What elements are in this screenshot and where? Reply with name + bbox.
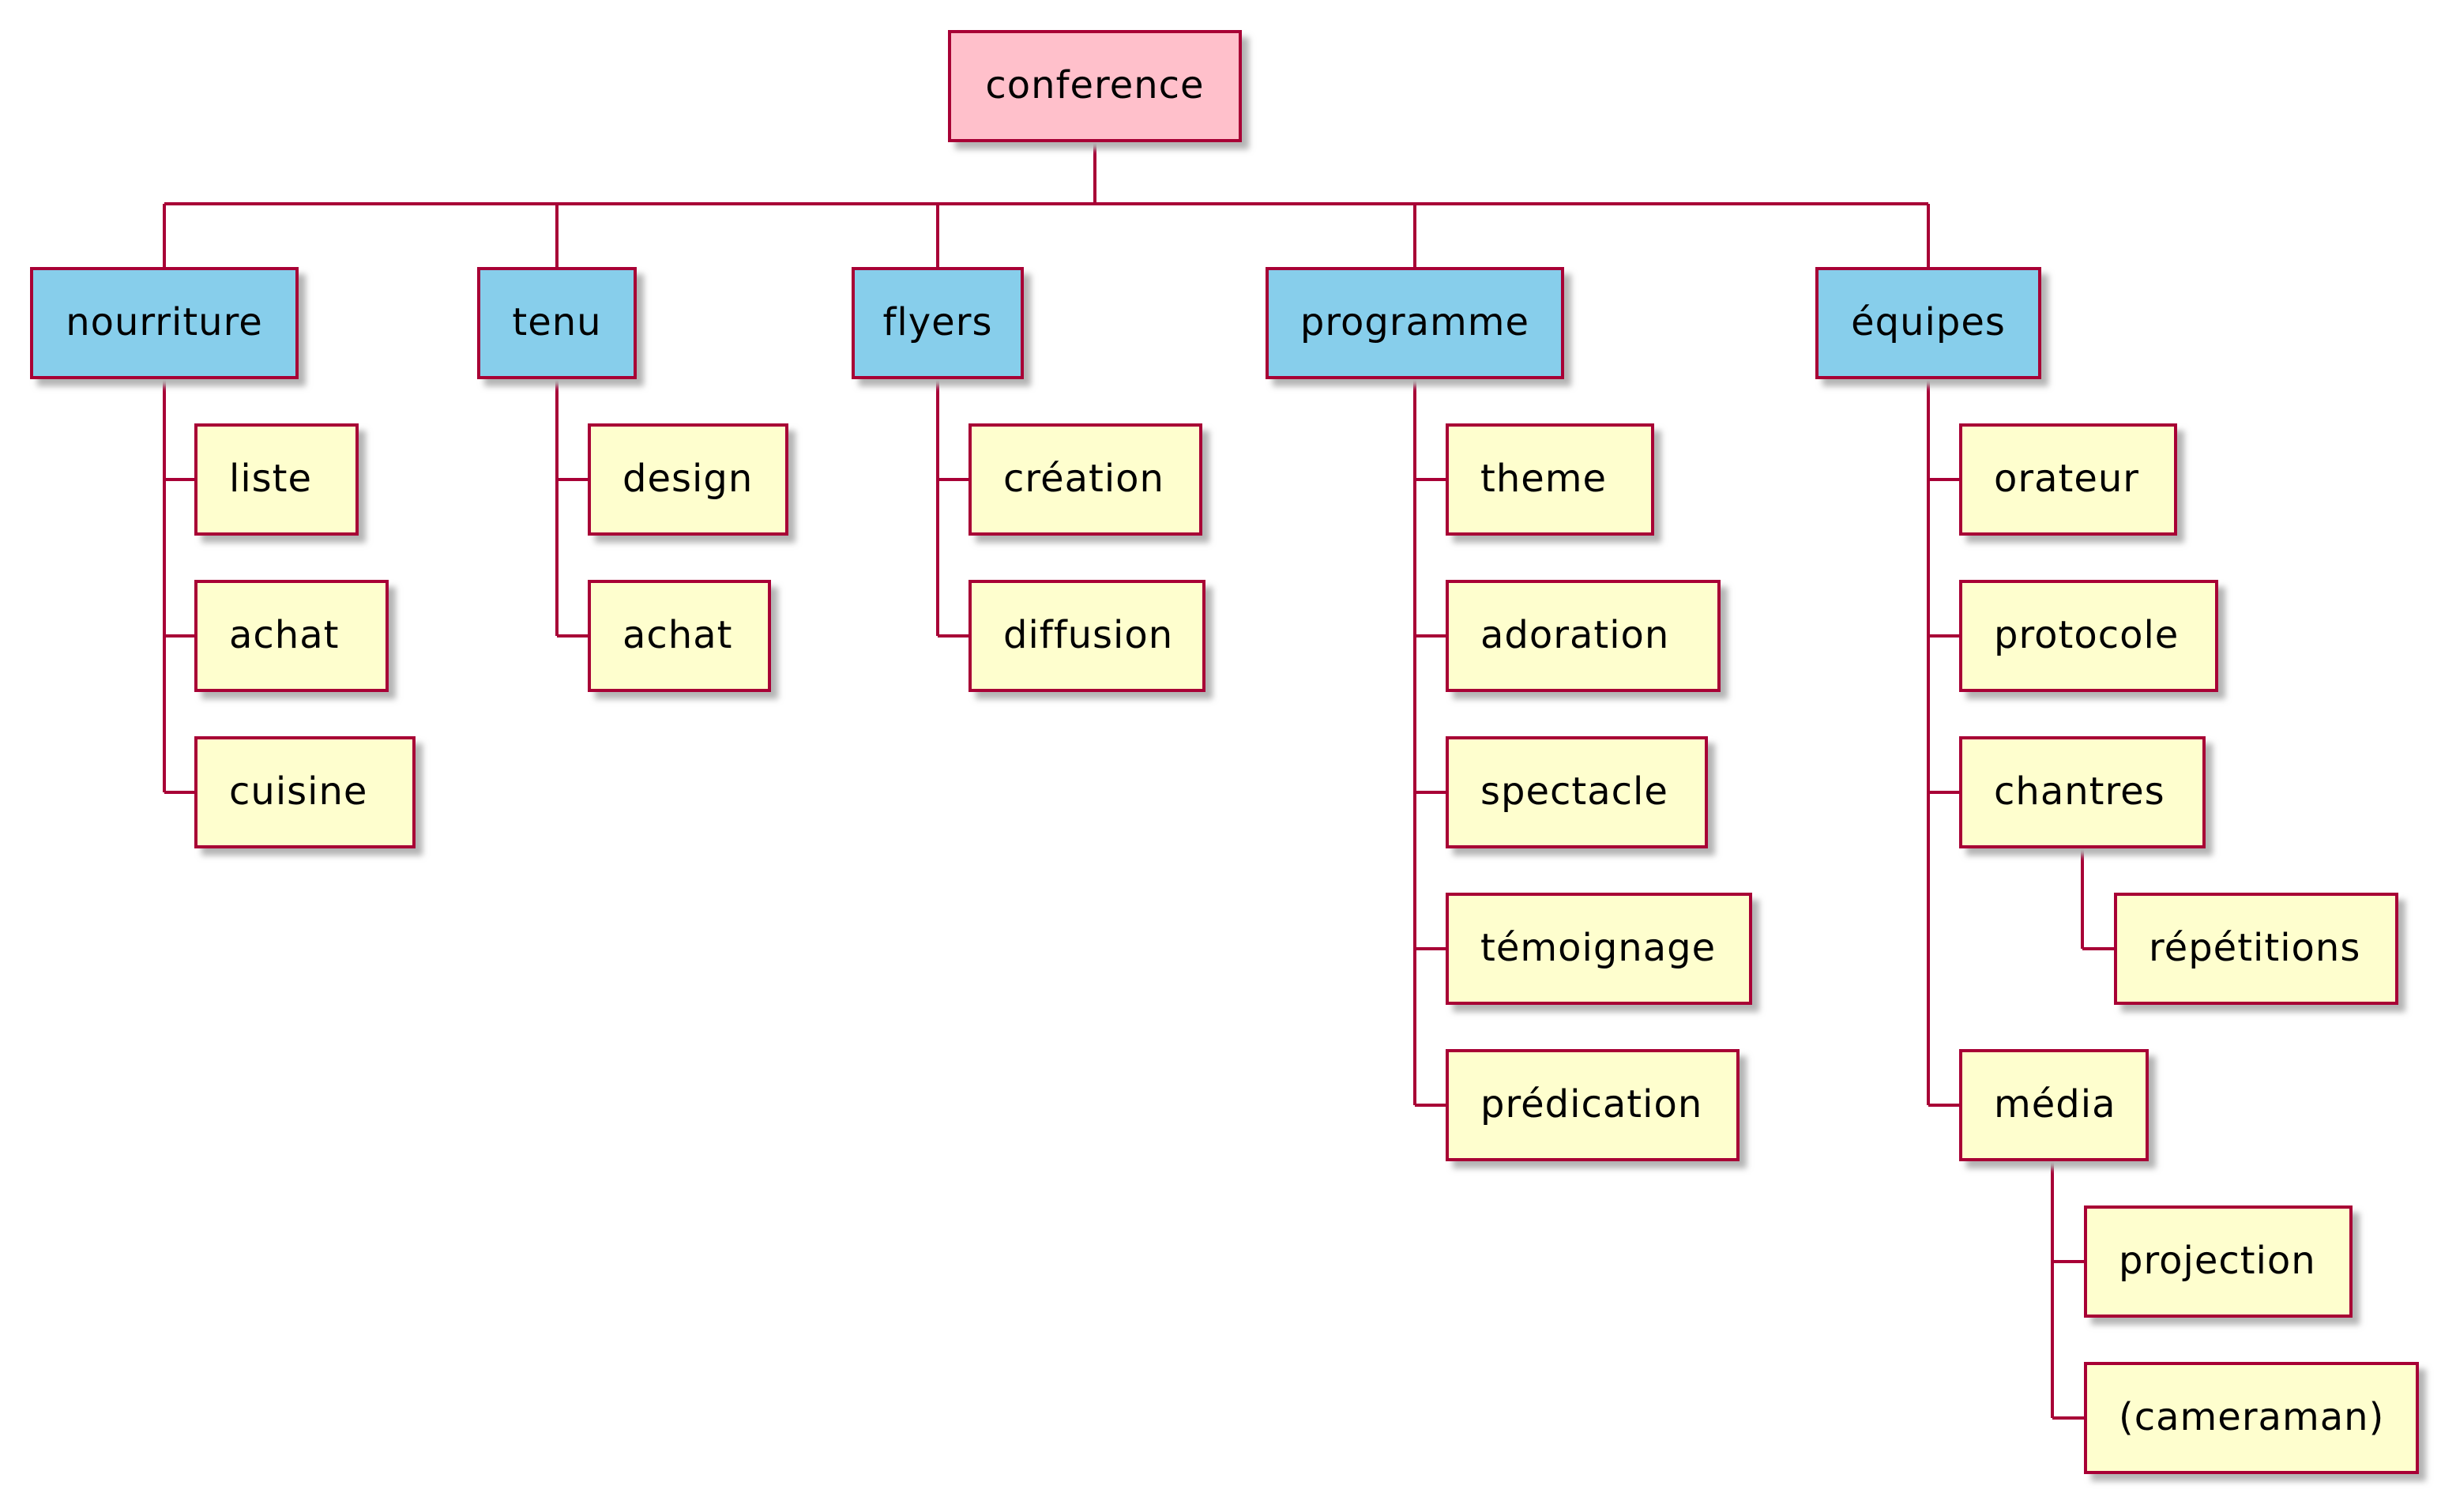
leaf-box <box>588 423 788 536</box>
leaf-box <box>1446 423 1654 536</box>
leaf-label: protocole <box>1994 613 2179 657</box>
subleaf-label: (cameraman) <box>2119 1395 2384 1439</box>
branch-box <box>30 267 299 379</box>
leaf-box <box>588 580 771 692</box>
leaf-box <box>1959 580 2218 692</box>
leaf-label: orateur <box>1994 457 2139 501</box>
leaf-box <box>194 736 416 848</box>
leaf-label: design <box>622 457 753 501</box>
branch-label: tenu <box>512 300 601 344</box>
leaf-label: témoignage <box>1480 926 1716 970</box>
branch-programme: programme theme adoration spectacle témo… <box>1266 267 1752 1161</box>
subleaf-box <box>2084 1362 2419 1474</box>
subleaf-box <box>2114 893 2398 1005</box>
branch-box <box>1266 267 1564 379</box>
branch-label: flyers <box>883 300 993 344</box>
leaf-label: achat <box>229 613 339 657</box>
branch-label: nourriture <box>66 300 263 344</box>
root-label: conference <box>985 63 1204 107</box>
leaf-label: achat <box>622 613 732 657</box>
branch-tenu: tenu design achat <box>477 267 788 692</box>
leaf-box <box>194 423 359 536</box>
leaf-label: cuisine <box>229 769 367 814</box>
branch-label: équipes <box>1851 300 2006 344</box>
leaf-label: liste <box>229 457 312 501</box>
leaf-label: prédication <box>1480 1082 1702 1126</box>
leaf-box <box>1446 736 1708 848</box>
branch-nourriture: nourriture liste achat cuisine <box>30 267 416 848</box>
subleaf-label: répétitions <box>2149 926 2360 970</box>
root-box <box>948 30 1242 142</box>
leaf-box <box>194 580 389 692</box>
leaf-label: spectacle <box>1480 769 1668 814</box>
branch-box <box>852 267 1024 379</box>
leaf-label: création <box>1003 457 1164 501</box>
leaf-box <box>1446 893 1752 1005</box>
leaf-box <box>969 423 1202 536</box>
branch-label: programme <box>1300 300 1529 344</box>
leaf-box <box>1446 1049 1740 1161</box>
leaf-box <box>1959 736 2206 848</box>
branch-box <box>477 267 637 379</box>
leaf-box <box>1959 423 2177 536</box>
connector-lines <box>163 141 2116 1420</box>
leaf-label: diffusion <box>1003 613 1173 657</box>
leaf-label: média <box>1994 1082 2116 1126</box>
branch-flyers: flyers création diffusion <box>852 267 1205 692</box>
branch-equipes: équipes orateur protocole chantres répét… <box>1815 267 2419 1474</box>
subleaf-box <box>2084 1205 2353 1318</box>
leaf-label: theme <box>1480 457 1607 501</box>
leaf-box <box>969 580 1205 692</box>
leaf-label: chantres <box>1994 769 2165 814</box>
root-node: conference <box>948 30 1242 142</box>
leaf-label: adoration <box>1480 613 1669 657</box>
subleaf-label: projection <box>2119 1239 2316 1283</box>
leaf-box <box>1959 1049 2149 1161</box>
leaf-box <box>1446 580 1721 692</box>
branch-box <box>1815 267 2041 379</box>
